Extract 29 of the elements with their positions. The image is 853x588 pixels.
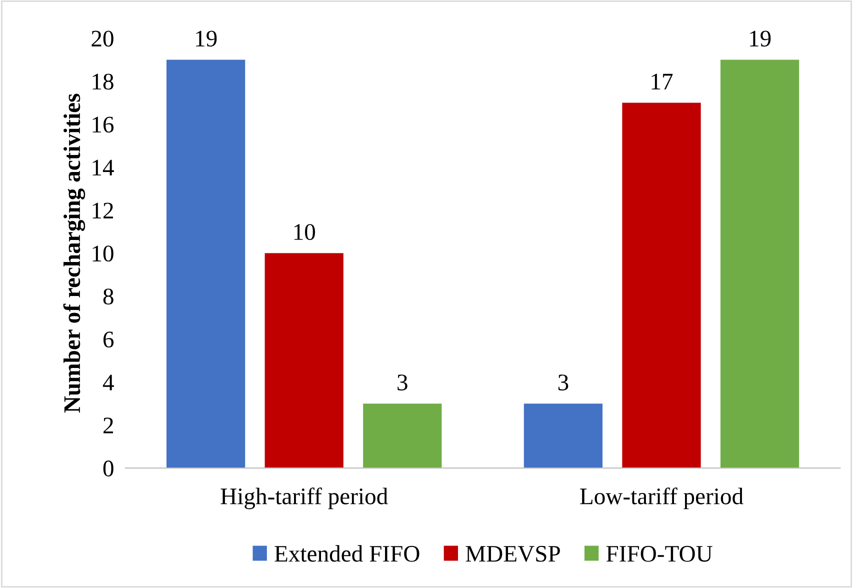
legend-label: Extended FIFO	[274, 545, 420, 562]
data-label: 3	[398, 374, 408, 390]
data-label: 19	[750, 30, 771, 47]
bar	[363, 404, 442, 468]
bar	[166, 60, 246, 468]
bar	[622, 102, 701, 468]
y-tick-label: 16	[92, 116, 114, 133]
bar	[524, 404, 603, 468]
data-label: 17	[652, 74, 673, 90]
y-tick-label: 0	[103, 460, 114, 476]
y-tick-label: 4	[102, 374, 114, 390]
legend-label: FIFO-TOU	[606, 546, 712, 562]
x-tick-label: Low-tariff period	[580, 487, 744, 510]
y-axis-title: Number of recharging activities	[63, 94, 86, 413]
y-tick-label: 18	[92, 74, 114, 90]
y-tick-label: 8	[103, 288, 114, 305]
y-tick-label: 10	[92, 246, 114, 262]
bar	[720, 60, 800, 468]
y-tick-label: 2	[104, 418, 113, 434]
y-tick-label: 14	[92, 160, 114, 176]
y-tick-label: 12	[92, 202, 113, 218]
x-tick-label: High-tariff period	[220, 487, 388, 510]
legend-label: MDEVSP	[466, 546, 560, 562]
data-label: 10	[294, 224, 315, 240]
y-tick-label: 20	[92, 30, 114, 47]
data-label: 3	[558, 374, 568, 390]
data-label: 19	[196, 30, 217, 47]
bar	[264, 253, 344, 468]
y-tick-label: 6	[103, 332, 114, 348]
